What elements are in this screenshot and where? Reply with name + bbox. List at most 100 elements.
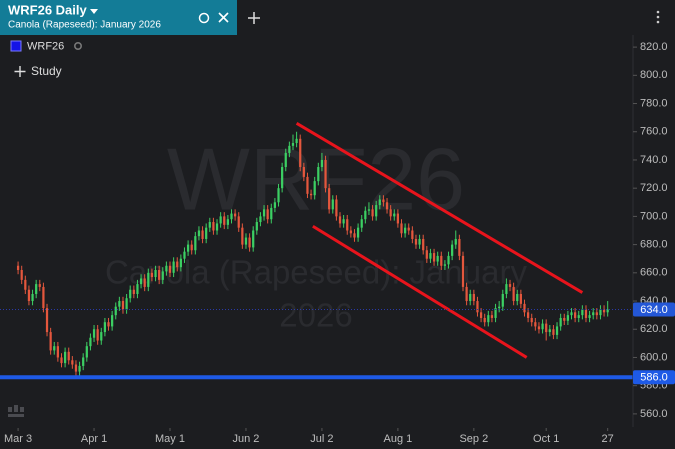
candle-body [313, 181, 316, 196]
candle-body [367, 209, 371, 211]
candle-body [530, 317, 533, 323]
candle-body [472, 293, 475, 302]
menu-icon[interactable] [656, 10, 660, 24]
settings-icon[interactable] [74, 41, 83, 50]
candle-body [490, 315, 494, 318]
candle-body [150, 272, 154, 278]
candle-body [396, 213, 400, 224]
candle-body [465, 286, 468, 302]
candle-body [172, 261, 175, 273]
candle-body [114, 306, 117, 316]
candle-body [378, 199, 381, 206]
candle-body [223, 216, 226, 225]
candle-body [56, 346, 59, 358]
legend[interactable]: WRF26 [10, 40, 83, 52]
candle-body [103, 322, 107, 333]
watermark-name: 2026 [279, 297, 352, 334]
y-tick-label: 740.0 [640, 154, 668, 166]
candle-body [559, 317, 562, 327]
candle-body [595, 312, 598, 316]
candle-body [451, 244, 454, 256]
candle-body [31, 293, 34, 302]
candle-body [425, 250, 428, 259]
candle-body [555, 326, 559, 335]
candle-body [176, 261, 179, 268]
candle-body [186, 244, 190, 252]
candle-body [237, 216, 240, 228]
candle-body [537, 326, 541, 330]
legend-swatch [10, 40, 22, 52]
candle-body [353, 233, 356, 238]
candle-body [74, 364, 78, 372]
y-tick-label: 820.0 [640, 41, 668, 53]
candle-body [241, 227, 244, 245]
candle-body [284, 152, 287, 168]
candle-body [592, 312, 595, 316]
watermark-symbol: WRF26 [167, 129, 465, 228]
candle-body [295, 138, 298, 144]
candle-body [212, 222, 215, 231]
tab[interactable]: WRF26 Daily Canola (Rapeseed): January 2… [0, 0, 237, 35]
x-tick-label: Sep 2 [459, 433, 488, 445]
candle-body [599, 309, 602, 316]
x-tick-label: Apr 1 [81, 433, 107, 445]
candle-body [82, 357, 85, 366]
candle-body [508, 284, 512, 287]
plus-icon [14, 66, 26, 77]
tab-bg [0, 0, 237, 35]
candle-body [143, 278, 146, 287]
candle-body [92, 329, 96, 338]
trend-line [295, 121, 584, 294]
candle-body [309, 193, 313, 196]
new-tab-icon[interactable] [248, 12, 260, 24]
y-tick-label: 680.0 [640, 239, 668, 251]
x-tick-label: Aug 1 [384, 433, 413, 445]
candle-body [147, 272, 150, 287]
candle-body [346, 219, 349, 231]
candle-body [24, 279, 27, 290]
tab-title: WRF26 Daily [8, 2, 88, 17]
candle-body [136, 284, 139, 294]
tab-close-icon[interactable] [218, 12, 229, 23]
price-label-bg [633, 370, 675, 385]
candle-body [233, 213, 237, 217]
candle-body [252, 230, 255, 248]
y-tick-label: 780.0 [640, 97, 668, 109]
menu-dot [656, 10, 660, 14]
candle-body [132, 289, 135, 294]
candle-body [512, 286, 515, 302]
legend-label: WRF26 [27, 40, 64, 52]
candle-body [306, 176, 309, 194]
candle-body [291, 143, 295, 146]
x-tick-label: Jul 2 [310, 433, 333, 445]
candle-body [107, 322, 110, 327]
candle-body [483, 317, 486, 323]
candle-body [566, 315, 570, 321]
candle-body [259, 216, 262, 223]
candle-body [125, 298, 128, 310]
candle-body [364, 210, 367, 220]
menu-dot [656, 20, 660, 24]
price-label: 634.0 [640, 304, 668, 316]
candle-body [201, 230, 204, 239]
candle-body [429, 253, 432, 259]
candle-body [273, 202, 277, 208]
candle-body [302, 167, 305, 177]
candle-body [523, 303, 526, 313]
watermark: WRF26 Canola (Rapeseed): January 2026 [105, 129, 527, 333]
candle-body [487, 315, 490, 323]
y-tick-label: 760.0 [640, 126, 668, 138]
x-tick-label: Mar 3 [4, 433, 32, 445]
study-button[interactable]: Study [14, 64, 62, 78]
tab-status-icon[interactable] [198, 12, 210, 24]
x-tick-label: Jun 2 [233, 433, 260, 445]
candle-body [42, 286, 45, 309]
candle-body [71, 360, 74, 365]
logo-part [8, 407, 12, 412]
candle-body [118, 301, 121, 307]
dropdown-icon[interactable] [90, 9, 98, 14]
y-tick-label: 700.0 [640, 210, 668, 222]
candle-body [371, 209, 374, 217]
candle-body [548, 329, 551, 333]
